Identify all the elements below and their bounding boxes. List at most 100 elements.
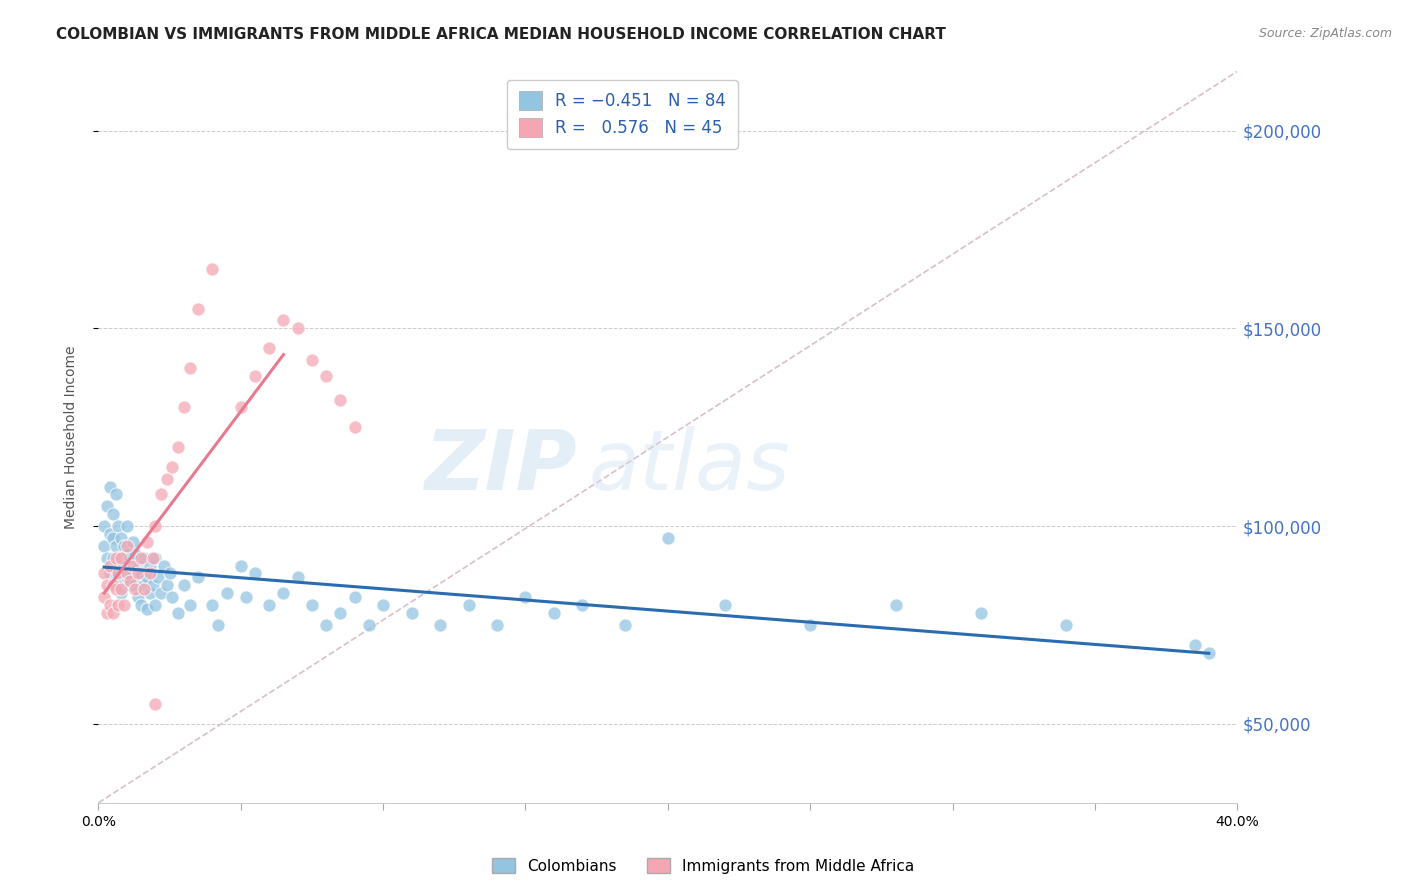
Point <box>156 472 179 486</box>
Point <box>357 618 380 632</box>
Point <box>153 558 176 573</box>
Point <box>215 586 238 600</box>
Point <box>167 606 190 620</box>
Point <box>107 578 129 592</box>
Point <box>124 578 146 592</box>
Point <box>93 566 115 581</box>
Point <box>101 606 124 620</box>
Point <box>301 598 323 612</box>
Point <box>96 550 118 565</box>
Point <box>118 578 141 592</box>
Point <box>229 401 252 415</box>
Point <box>343 591 366 605</box>
Point <box>187 301 209 316</box>
Point <box>98 598 121 612</box>
Point <box>104 487 127 501</box>
Point <box>201 598 224 612</box>
Point <box>96 606 118 620</box>
Text: Source: ZipAtlas.com: Source: ZipAtlas.com <box>1258 27 1392 40</box>
Point <box>129 550 152 565</box>
Point <box>115 570 138 584</box>
Point <box>173 401 195 415</box>
Point <box>124 582 146 597</box>
Point <box>259 598 281 612</box>
Point <box>104 566 127 581</box>
Point <box>115 566 138 581</box>
Point <box>145 519 167 533</box>
Point <box>301 353 323 368</box>
Point <box>129 598 152 612</box>
Point <box>150 586 173 600</box>
Point <box>121 558 143 573</box>
Point <box>287 321 309 335</box>
Point <box>124 547 146 561</box>
Point <box>162 591 184 605</box>
Point <box>135 602 157 616</box>
Point <box>148 570 170 584</box>
Point <box>159 566 181 581</box>
Point <box>132 582 155 597</box>
Point <box>115 547 138 561</box>
Point <box>138 566 160 581</box>
Point <box>207 618 229 632</box>
Point <box>657 531 679 545</box>
Point <box>543 606 565 620</box>
Point <box>287 570 309 584</box>
Point <box>118 550 141 565</box>
Point <box>373 598 395 612</box>
Point <box>201 262 224 277</box>
Point <box>259 341 281 355</box>
Point <box>329 392 352 407</box>
Point <box>173 578 195 592</box>
Point <box>104 539 127 553</box>
Point <box>101 578 124 592</box>
Point <box>156 578 179 592</box>
Point <box>118 574 141 589</box>
Point <box>112 539 135 553</box>
Point <box>135 570 157 584</box>
Point <box>96 500 118 514</box>
Point <box>145 697 167 711</box>
Point <box>150 487 173 501</box>
Point <box>714 598 737 612</box>
Point <box>179 598 201 612</box>
Point <box>132 578 155 592</box>
Point <box>235 591 257 605</box>
Point <box>273 586 295 600</box>
Point <box>429 618 451 632</box>
Point <box>107 566 129 581</box>
Point <box>614 618 637 632</box>
Point <box>179 360 201 375</box>
Point <box>112 566 135 581</box>
Point <box>127 591 149 605</box>
Point <box>104 582 127 597</box>
Point <box>98 479 121 493</box>
Y-axis label: Median Household Income: Median Household Income <box>63 345 77 529</box>
Point <box>343 420 366 434</box>
Point <box>132 550 155 565</box>
Point <box>98 527 121 541</box>
Point <box>127 558 149 573</box>
Point <box>98 558 121 573</box>
Point <box>98 566 121 581</box>
Point <box>229 558 252 573</box>
Point <box>101 550 124 565</box>
Point <box>799 618 821 632</box>
Point <box>104 550 127 565</box>
Point <box>115 519 138 533</box>
Point <box>127 566 149 581</box>
Point <box>315 368 337 383</box>
Point <box>145 598 167 612</box>
Point <box>167 440 190 454</box>
Point <box>112 598 135 612</box>
Text: COLOMBIAN VS IMMIGRANTS FROM MIDDLE AFRICA MEDIAN HOUSEHOLD INCOME CORRELATION C: COLOMBIAN VS IMMIGRANTS FROM MIDDLE AFRI… <box>56 27 946 42</box>
Point <box>101 507 124 521</box>
Point <box>141 550 163 565</box>
Point <box>110 550 132 565</box>
Point <box>884 598 907 612</box>
Point <box>110 558 132 573</box>
Point <box>129 566 152 581</box>
Point <box>243 368 266 383</box>
Point <box>93 519 115 533</box>
Point <box>243 566 266 581</box>
